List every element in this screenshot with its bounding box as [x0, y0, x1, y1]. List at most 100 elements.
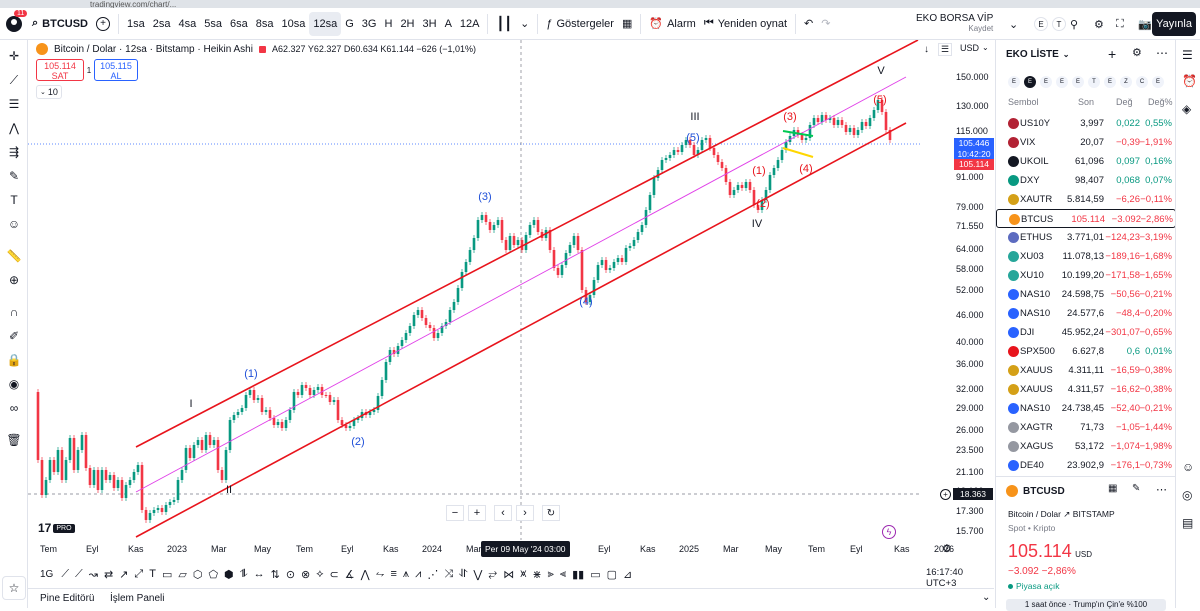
drawing-tool-icon[interactable]: ⫸: [547, 567, 554, 580]
brush-tool[interactable]: ✎: [4, 166, 24, 186]
drawing-tool-icon[interactable]: ⊙: [285, 568, 296, 581]
symbol-search-button[interactable]: ⌕ BTCUSD: [28, 12, 92, 36]
indicators-button[interactable]: ƒ Göstergeler: [542, 12, 618, 36]
external-link-icon[interactable]: ↗: [1063, 509, 1071, 519]
watchlist-toggle-icon[interactable]: ☰: [1182, 48, 1193, 62]
watchlist-row[interactable]: XAGTR 71,73 −1,05 −1,44%: [996, 418, 1176, 437]
help-toggle-icon[interactable]: ◎: [1182, 488, 1193, 502]
detail-symbol[interactable]: BTCUSD: [1023, 485, 1065, 497]
drawing-tool-icon[interactable]: ↔: [253, 567, 265, 580]
watchlist-row[interactable]: XAUTR 5.814,59 −6,26 −0,11%: [996, 190, 1176, 209]
timeframe-2H[interactable]: 2H: [400, 17, 415, 30]
measure-tool[interactable]: 📏: [4, 246, 24, 266]
watchlist-row[interactable]: DE40 23.902,9 −176,1 −0,73%: [996, 456, 1176, 475]
col-symbol[interactable]: Sembol: [1008, 97, 1039, 107]
timeframe-6sa[interactable]: 6sa: [230, 17, 248, 30]
tab-pine-editor[interactable]: Pine Editörü: [40, 593, 95, 604]
watchlist-row[interactable]: XAUUS 4.311,11 −16,59 −0,38%: [996, 361, 1176, 380]
drawing-tool-icon[interactable]: ⋰: [427, 568, 439, 581]
drawing-tool-icon[interactable]: ⋁: [473, 568, 483, 581]
magnet-tool[interactable]: ∩: [4, 302, 24, 322]
plus-circle-icon[interactable]: +: [940, 488, 951, 500]
watchlist-row[interactable]: UKOIL 61,096 0,097 0,16%: [996, 152, 1176, 171]
drawing-tool-icon[interactable]: ↗: [119, 568, 129, 581]
layers-toggle-icon[interactable]: ◈: [1182, 102, 1192, 116]
text-tool[interactable]: T: [4, 190, 24, 210]
drawing-tool-icon[interactable]: ≡: [390, 567, 397, 580]
scroll-left-button[interactable]: ‹: [494, 505, 512, 521]
zoom-out-button[interactable]: −: [446, 505, 464, 521]
drawing-tool-icon[interactable]: ⟋: [75, 567, 83, 580]
drawing-tool-icon[interactable]: ▢: [606, 568, 617, 581]
lock-tool[interactable]: 🔒: [4, 350, 24, 370]
timeframe-10sa[interactable]: 10sa: [281, 17, 306, 30]
zoom-tool[interactable]: ⊕: [4, 270, 24, 290]
detail-grid-icon[interactable]: ▦: [1108, 483, 1118, 494]
range-label[interactable]: 1G: [40, 568, 54, 580]
add-symbol-button[interactable]: +: [1108, 46, 1117, 62]
redo-button[interactable]: ↷: [817, 12, 834, 36]
reset-button[interactable]: ↻: [542, 505, 560, 521]
axis-settings-icon[interactable]: ⚙: [942, 543, 952, 555]
drawing-tool-icon[interactable]: ⊂: [329, 568, 339, 581]
watchlist-filter-chip[interactable]: T: [1088, 76, 1100, 88]
axis-menu-icon[interactable]: ☰: [938, 43, 953, 56]
undo-button[interactable]: ↶: [800, 12, 817, 36]
col-change[interactable]: Değ: [1116, 97, 1133, 107]
drawing-tool-icon[interactable]: ⩘: [415, 567, 422, 580]
watchlist-filter-chip[interactable]: E: [1040, 76, 1052, 88]
currency-label[interactable]: USD: [960, 43, 980, 53]
timeframe-1sa[interactable]: 1sa: [127, 17, 145, 30]
watchlist-row[interactable]: XU03 11.078,13 −189,16 −1,68%: [996, 247, 1176, 266]
emoji-tool[interactable]: ☺: [4, 214, 24, 234]
layout-button[interactable]: EKO BORSA VİP Kaydet: [912, 12, 997, 36]
watchlist-filter-chip[interactable]: E: [1024, 76, 1036, 88]
snapshot-button[interactable]: 📷: [1134, 12, 1156, 36]
watchlist-more-button[interactable]: ⋯: [1156, 46, 1168, 60]
col-change-percent[interactable]: Değ%: [1148, 97, 1173, 107]
drawing-tool-icon[interactable]: ⋈: [503, 568, 515, 581]
tab-trading-panel[interactable]: İşlem Paneli: [110, 593, 165, 604]
drawing-tool-icon[interactable]: ⇅: [270, 568, 280, 581]
watchlist-filter-chip[interactable]: E: [1104, 76, 1116, 88]
chat-toggle-icon[interactable]: ☺: [1182, 460, 1195, 474]
drawing-tool-icon[interactable]: ⇄: [103, 568, 114, 581]
lightning-button[interactable]: ϟ: [882, 525, 896, 539]
timeframe-4sa[interactable]: 4sa: [178, 17, 197, 30]
time-axis[interactable]: Tem Eyl Kas 2023 Mar May Tem Eyl Kas 2024 Mar Eyl Ka…: [28, 540, 954, 560]
watchlist-row[interactable]: BTCUS 105.114 −3.092 −2,86%: [996, 209, 1176, 228]
drawing-tool-icon[interactable]: ⟡: [316, 567, 324, 580]
drawing-tool-icon[interactable]: ⊿: [623, 568, 633, 581]
buy-button[interactable]: 105.115 AL: [94, 59, 138, 81]
drawing-tool-icon[interactable]: ⥊: [375, 567, 385, 580]
favorites-tool[interactable]: ☆: [2, 576, 26, 600]
notes-toggle-icon[interactable]: ▤: [1182, 516, 1194, 530]
watchlist-row[interactable]: NAS10 24.577,6 −48,4 −0,20%: [996, 304, 1176, 323]
watchlist-row[interactable]: NAS10 24.738,45 −52,40 −0,21%: [996, 399, 1176, 418]
drawing-tool-icon[interactable]: ⋀: [360, 568, 370, 581]
price-axis[interactable]: ↓ ☰ USD ⌄ 150.000 130.000 115.000 91.000 79.…: [922, 40, 994, 560]
menu-button[interactable]: 11: [0, 9, 28, 36]
fib-tool[interactable]: ☰: [4, 94, 24, 114]
drawing-tool-icon[interactable]: ⥯: [459, 567, 468, 580]
forecast-tool[interactable]: ⇶: [4, 142, 24, 162]
watchlist-filter-chip[interactable]: E: [1056, 76, 1068, 88]
quick-search-button[interactable]: ⚲: [1066, 12, 1082, 36]
watchlist-row[interactable]: XU10 10.199,20 −171,58 −1,65%: [996, 266, 1176, 285]
timeframe-A[interactable]: A: [444, 17, 452, 30]
zoom-in-button[interactable]: +: [468, 505, 486, 521]
drawing-tool-icon[interactable]: ⬠: [208, 568, 218, 581]
timeframe-H[interactable]: H: [384, 17, 393, 30]
col-last[interactable]: Son: [1078, 97, 1095, 107]
watchlist-row[interactable]: US10Y 3,997 0,022 0,55%: [996, 114, 1176, 133]
drawing-tool-icon[interactable]: ⩚: [402, 567, 410, 580]
drawing-tool-icon[interactable]: ▭: [590, 568, 601, 581]
drawing-tool-icon[interactable]: ⤢: [134, 567, 144, 580]
timeframe-G[interactable]: G: [345, 17, 354, 30]
templates-button[interactable]: ▦: [618, 12, 636, 36]
scroll-right-button[interactable]: ›: [516, 505, 534, 521]
watchlist-filter-chip[interactable]: E: [1072, 76, 1084, 88]
drawing-tool-icon[interactable]: ⥮: [239, 567, 248, 580]
watchlist-row[interactable]: XAUUS 4.311,57 −16,62 −0,38%: [996, 380, 1176, 399]
watchlist-filter-chip[interactable]: C: [1136, 76, 1148, 88]
